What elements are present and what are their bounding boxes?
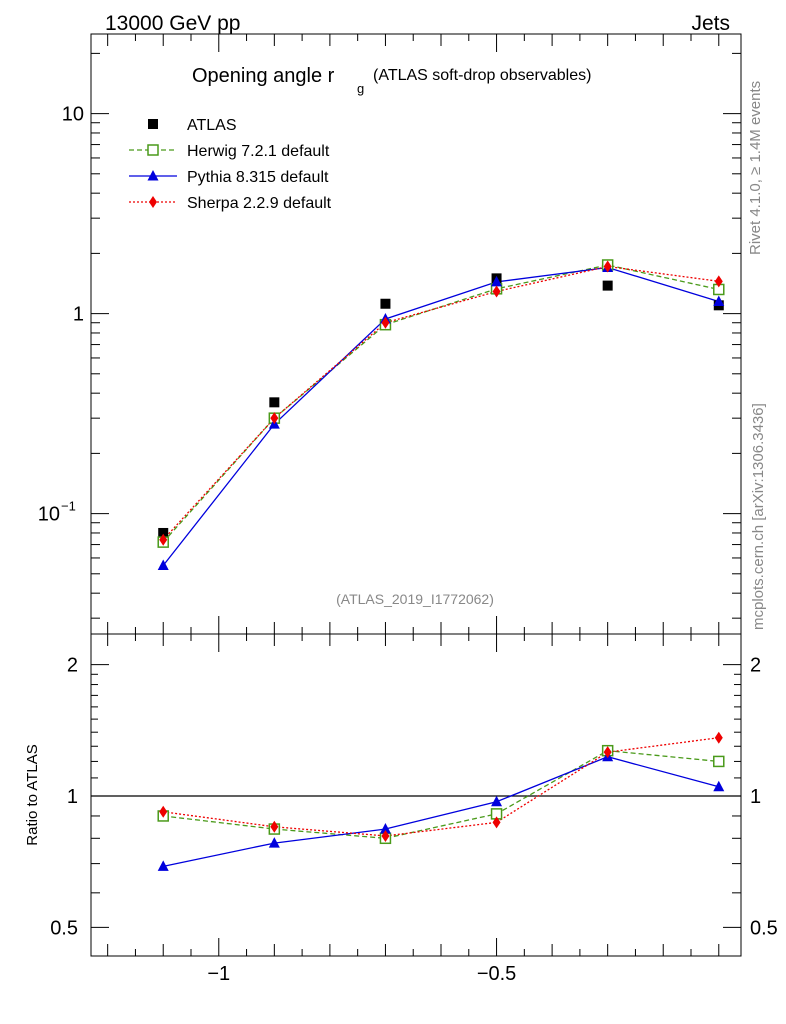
- pythia-ratio-point: [491, 795, 503, 807]
- sherpa-ratio-line: [163, 737, 719, 837]
- sherpa-ratio-point: [492, 816, 501, 829]
- pythia-ratio-point: [157, 860, 169, 871]
- chart-title-paren: (ATLAS soft-drop observables): [373, 67, 591, 84]
- ratio-ytick-label-right: 1: [750, 786, 761, 808]
- legend-label-pythia: Pythia 8.315 default: [187, 169, 329, 186]
- pythia-point: [157, 559, 169, 571]
- sherpa-point: [159, 533, 168, 546]
- ratio-ylabel: Ratio to ATLAS: [24, 744, 41, 845]
- sherpa-line: [162, 265, 719, 541]
- sherpa-point: [270, 412, 279, 425]
- ratio-xtick-label: −0.5: [477, 963, 516, 985]
- header-right: Jets: [691, 12, 730, 35]
- pythia-point: [713, 295, 725, 306]
- sherpa-point: [603, 260, 612, 273]
- main-ytick-label: 10: [62, 104, 84, 126]
- main-ytick-label-exponent: −1: [61, 499, 76, 514]
- atlas-point: [380, 298, 391, 309]
- ratio-ytick-label-right: 2: [750, 655, 761, 677]
- legend-label-herwig: Herwig 7.2.1 default: [187, 143, 330, 160]
- sherpa-ratio-point: [714, 731, 723, 744]
- ratio-plot-frame: [90, 633, 742, 957]
- sherpa-point: [381, 316, 390, 329]
- sherpa-ratio-point: [270, 820, 279, 833]
- main-ytick-label: 10: [38, 504, 60, 526]
- sherpa-ratio-point: [159, 805, 168, 818]
- chart-title: Opening angle r: [192, 65, 335, 87]
- ratio-axis-ticks: 2 2 1 1 0.5 0.5 −1 −0.5: [50, 634, 778, 985]
- herwig-ratio-point: [713, 755, 725, 768]
- pythia-ratio-line: [163, 756, 719, 867]
- legend-marker-sherpa: [149, 196, 157, 208]
- legend-marker-herwig: [147, 144, 159, 156]
- legend-marker-atlas: [148, 119, 158, 129]
- mcplots-label: mcplots.cern.ch [arXiv:1306.3436]: [750, 403, 767, 630]
- legend-label-sherpa: Sherpa 2.2.9 default: [187, 195, 332, 212]
- pythia-point: [491, 275, 503, 287]
- ratio-plot-marks: [157, 731, 725, 871]
- sherpa-ratio-point: [603, 746, 612, 759]
- rivet-label: Rivet 4.1.0, ≥ 1.4M events: [747, 81, 764, 255]
- herwig-ratio-line: [163, 750, 719, 839]
- sherpa-point: [492, 285, 501, 298]
- atlas-point: [158, 527, 169, 538]
- legend-label-atlas: ATLAS: [187, 117, 237, 134]
- ratio-ytick-label-right: 0.5: [750, 917, 778, 939]
- pythia-ratio-point: [713, 780, 725, 792]
- sherpa-ratio-point: [381, 829, 390, 842]
- atlas-point: [602, 280, 613, 291]
- legend-marker-pythia: [147, 170, 159, 181]
- ratio-xtick-label: −1: [207, 963, 230, 985]
- atlas-point: [269, 397, 280, 408]
- chart-title-main: Opening angle r: [192, 65, 335, 87]
- main-plot-marks: [157, 259, 725, 571]
- ratio-ytick-label: 2: [67, 655, 78, 677]
- pythia-line: [162, 266, 719, 566]
- pythia-ratio-point: [379, 823, 391, 834]
- header-left: 13000 GeV pp: [105, 12, 240, 35]
- sherpa-point: [714, 275, 723, 288]
- legend: ATLAS Herwig 7.2.1 default Pythia 8.315 de…: [129, 117, 332, 212]
- analysis-watermark: (ATLAS_2019_I1772062): [336, 591, 494, 607]
- chart-title-sub: g: [357, 81, 364, 96]
- ratio-ytick-label: 0.5: [50, 917, 78, 939]
- pythia-ratio-point: [268, 837, 280, 848]
- main-ytick-label: 1: [73, 304, 84, 326]
- ratio-ytick-label: 1: [67, 786, 78, 808]
